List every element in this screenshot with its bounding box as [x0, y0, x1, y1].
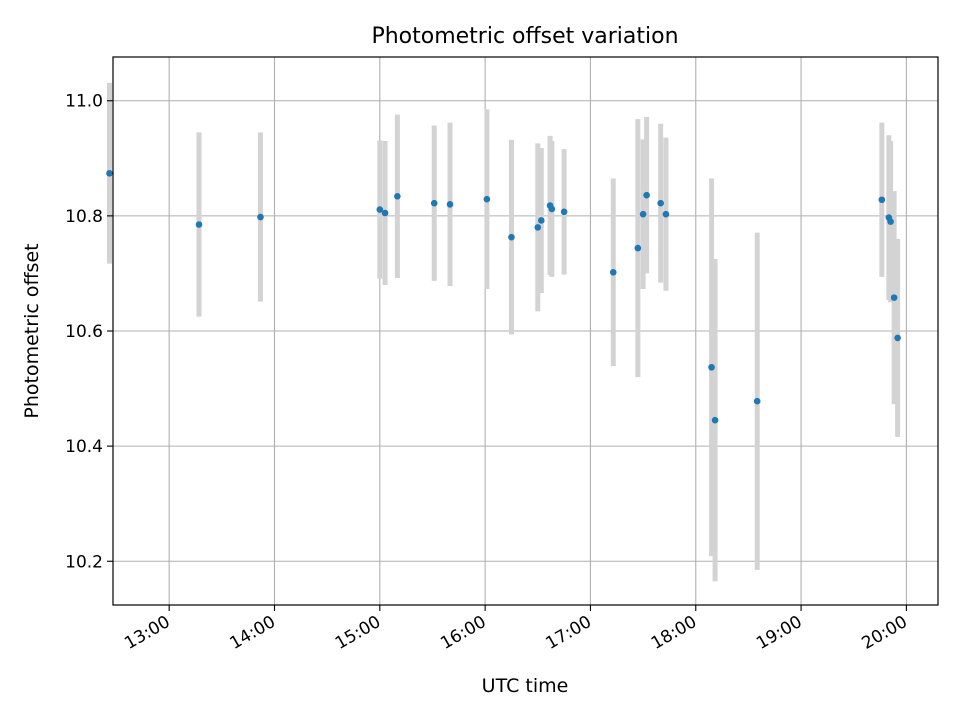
data-point	[430, 199, 438, 207]
data-point	[708, 363, 715, 371]
data-point	[643, 191, 650, 199]
data-point	[560, 208, 568, 216]
data-point	[887, 218, 894, 225]
data-point	[878, 196, 886, 204]
data-point	[662, 210, 670, 218]
data-point	[609, 268, 617, 276]
data-point	[634, 244, 642, 252]
data-point	[446, 201, 454, 208]
data-point	[508, 233, 515, 241]
y-tick-label: 10.8	[65, 207, 103, 227]
data-point	[534, 224, 542, 231]
data-point	[106, 169, 113, 177]
data-point	[376, 206, 384, 213]
data-point	[657, 199, 664, 207]
data-point	[483, 195, 491, 203]
data-point	[890, 294, 898, 301]
data-points	[106, 169, 901, 424]
data-point	[537, 217, 545, 224]
data-point	[381, 209, 389, 217]
y-tick-label: 10.4	[65, 437, 103, 457]
data-point	[548, 205, 556, 213]
data-point	[753, 397, 761, 405]
data-point	[394, 193, 401, 200]
y-tick-label: 11.0	[65, 92, 103, 112]
data-point	[894, 334, 901, 342]
data-point	[711, 416, 719, 424]
data-point	[257, 213, 264, 221]
data-point	[195, 221, 203, 228]
y-axis: 10.2 10.4 10.6 10.8 11.0	[65, 92, 113, 572]
y-axis-label: Photometric offset	[21, 243, 43, 418]
chart-title: Photometric offset variation	[371, 24, 678, 49]
x-axis-label: UTC time	[482, 675, 569, 697]
y-tick-label: 10.6	[65, 322, 103, 342]
data-point	[639, 210, 647, 218]
grid	[113, 57, 938, 605]
y-tick-label: 10.2	[65, 552, 103, 572]
